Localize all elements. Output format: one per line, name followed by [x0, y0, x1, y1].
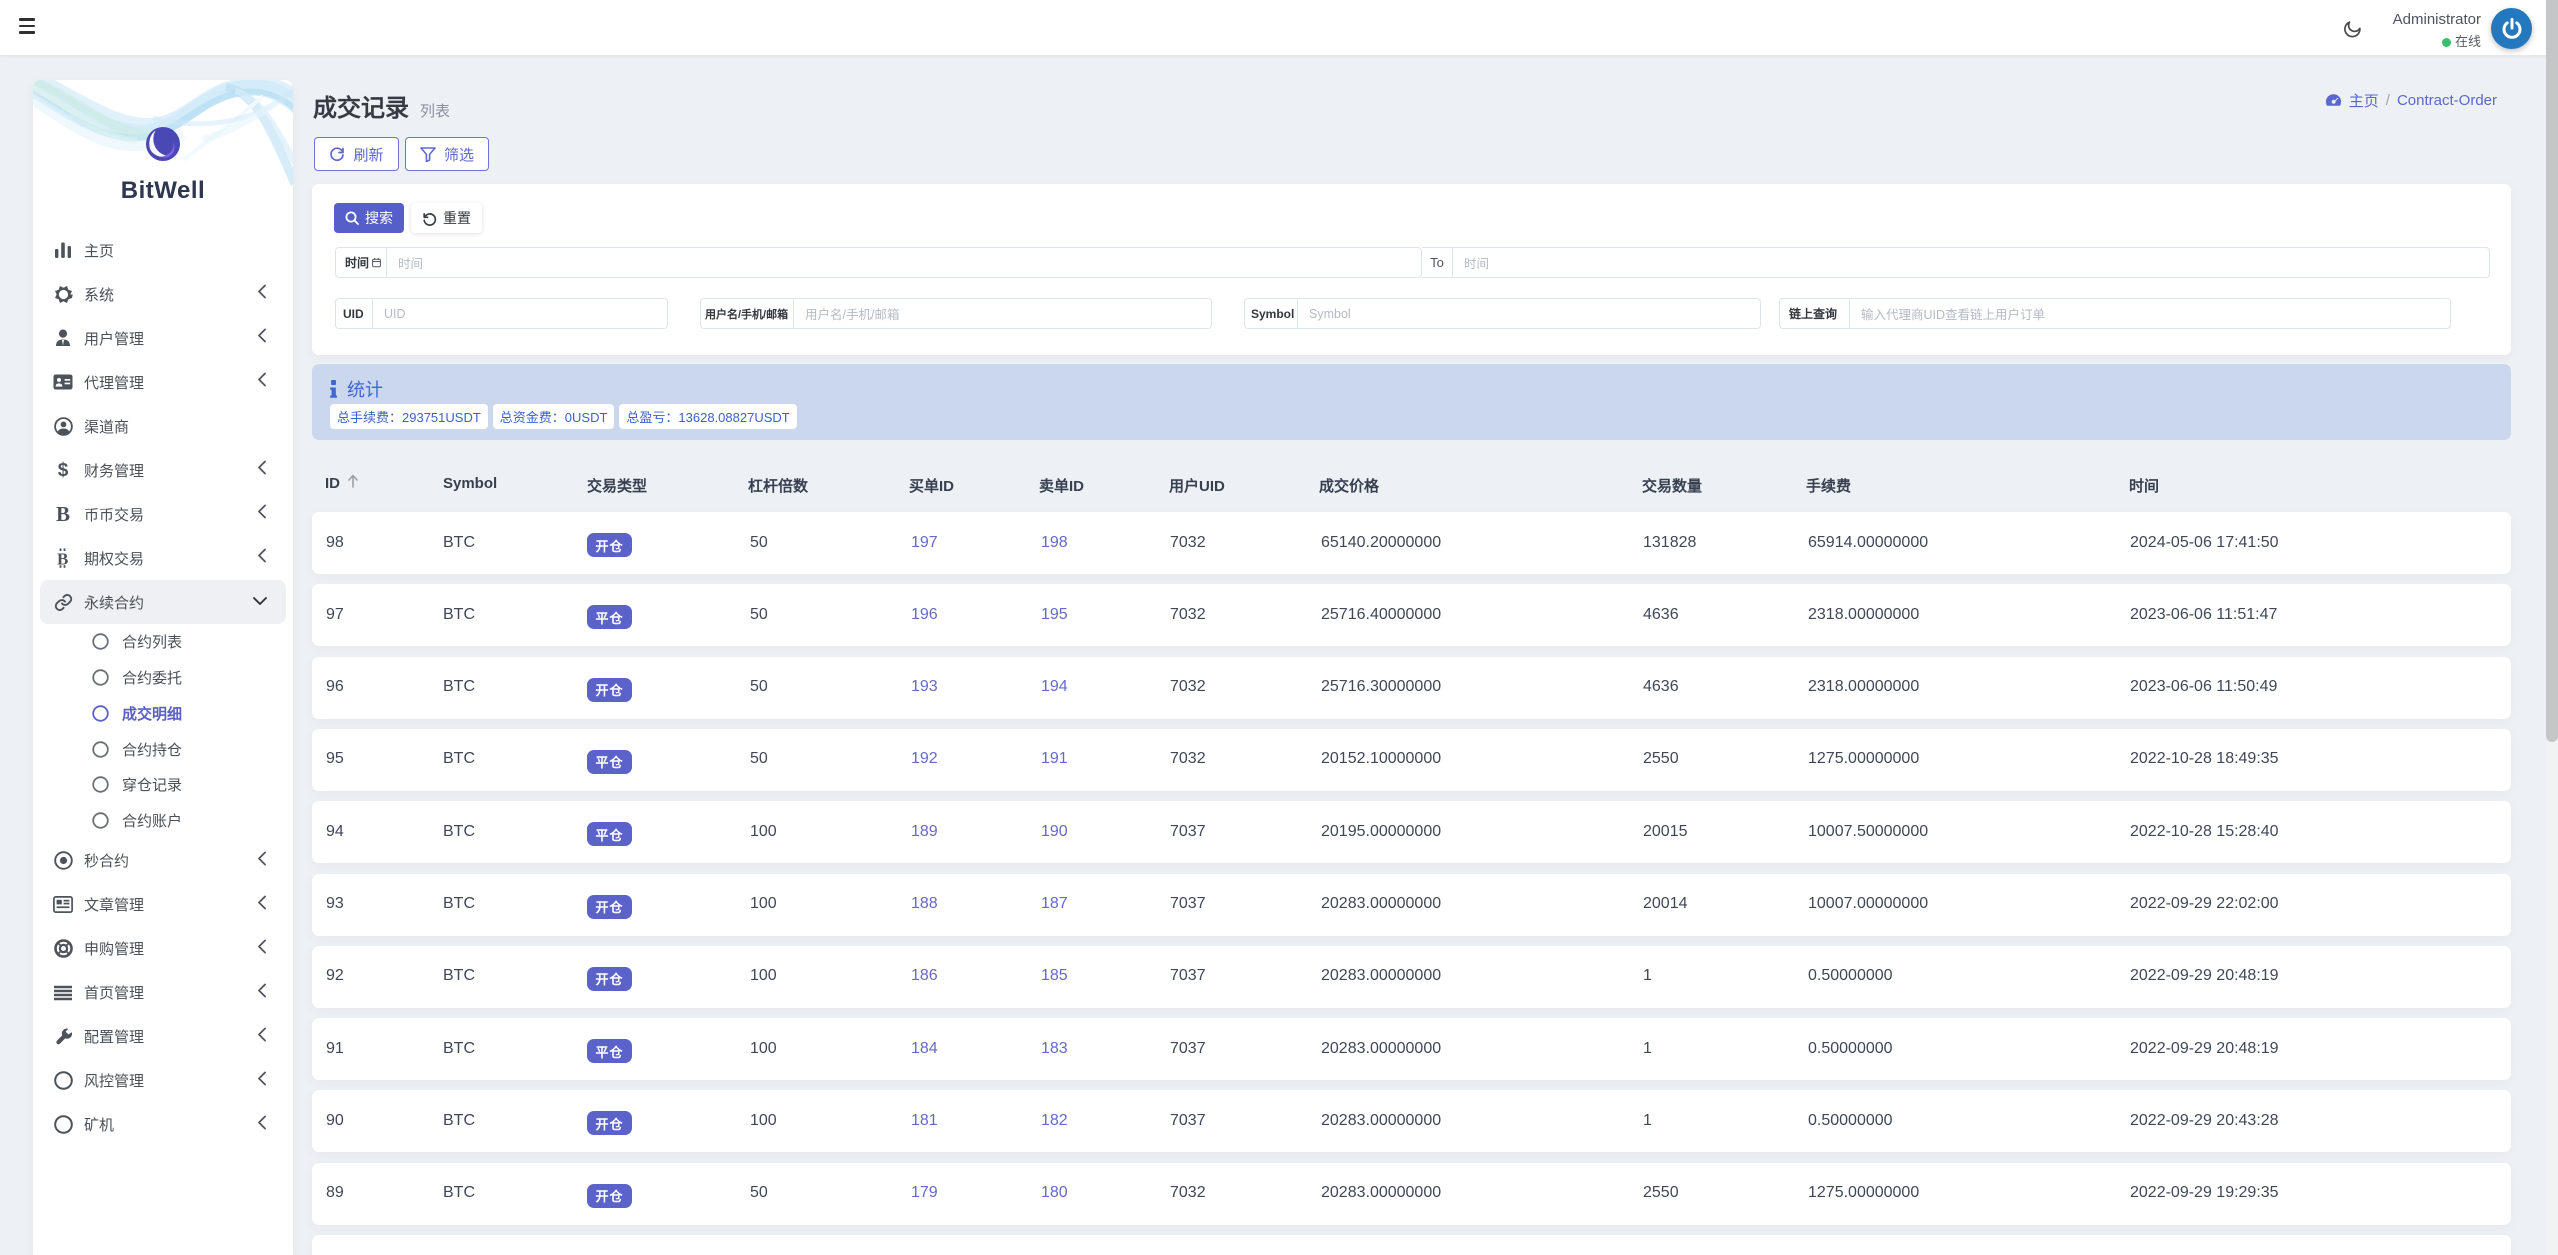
svg-text:B: B — [57, 550, 68, 569]
